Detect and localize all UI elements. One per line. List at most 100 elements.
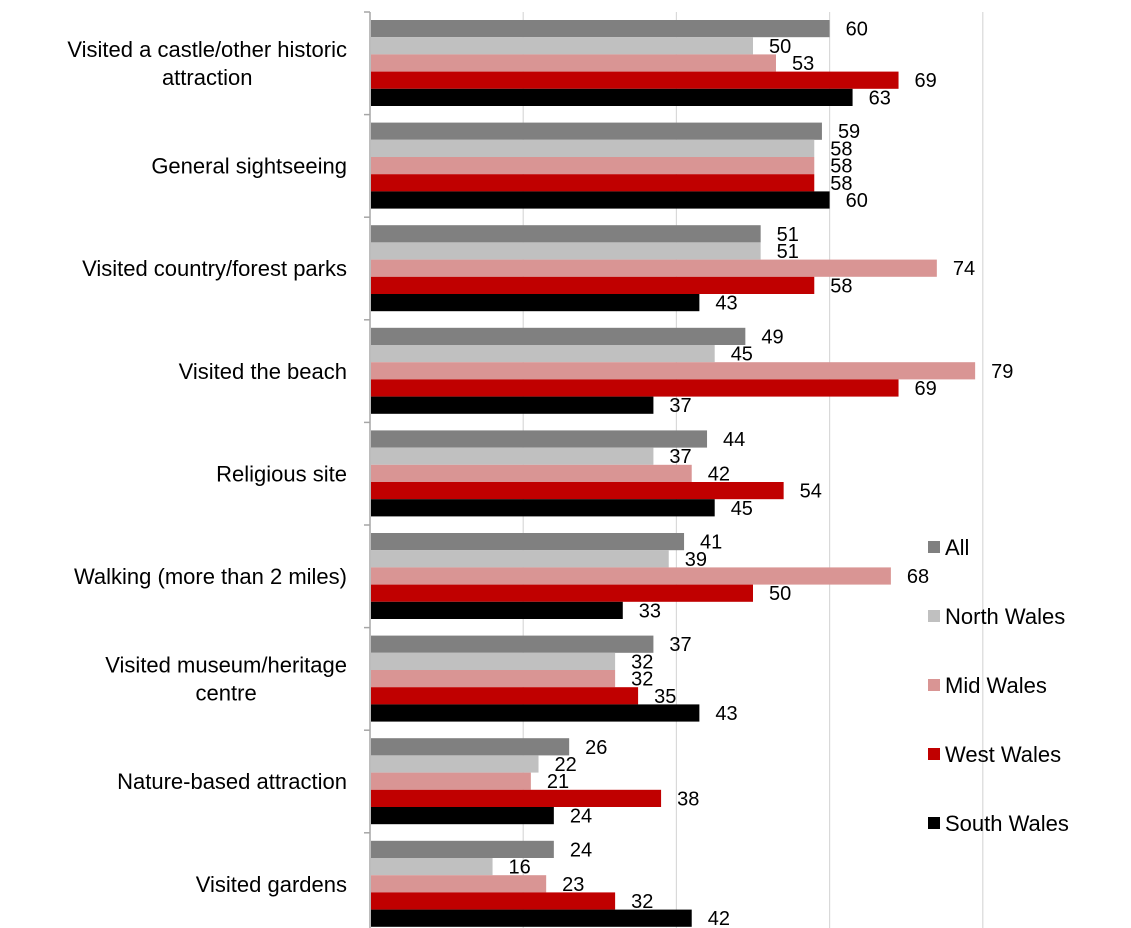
bar <box>371 840 554 858</box>
bar <box>371 157 815 175</box>
bar <box>371 858 493 876</box>
bar <box>371 533 685 551</box>
category-label: Visited museum/heritage <box>105 653 347 678</box>
category-label: Visited gardens <box>196 872 347 897</box>
bar <box>371 909 692 927</box>
bar <box>371 174 815 192</box>
bar <box>371 327 746 345</box>
data-label: 22 <box>555 754 577 776</box>
data-label: 32 <box>631 891 653 913</box>
data-label: 26 <box>585 737 607 759</box>
bar <box>371 772 531 790</box>
data-label: 32 <box>631 651 653 673</box>
data-label: 43 <box>715 293 737 315</box>
bar <box>371 294 700 312</box>
bar <box>371 88 853 106</box>
bar <box>371 345 715 363</box>
bars <box>371 20 976 927</box>
data-label: 45 <box>731 344 753 366</box>
category-axis <box>364 11 371 928</box>
bar <box>371 20 830 38</box>
data-label: 60 <box>846 190 868 212</box>
data-label: 74 <box>953 258 975 280</box>
bar <box>371 499 715 517</box>
bar <box>371 789 662 807</box>
data-label: 43 <box>715 703 737 725</box>
data-labels: 6050536963595858586051517458434945796937… <box>509 19 1014 928</box>
data-label: 37 <box>669 634 691 656</box>
legend-swatch <box>928 817 940 829</box>
data-label: 59 <box>838 121 860 143</box>
bar <box>371 37 753 55</box>
data-label: 35 <box>654 686 676 708</box>
data-label: 69 <box>915 70 937 92</box>
data-label: 44 <box>723 429 745 451</box>
bar <box>371 464 692 482</box>
category-label: attraction <box>162 65 253 90</box>
bar <box>371 738 570 756</box>
bar <box>371 259 937 277</box>
bar <box>371 567 891 585</box>
bar <box>371 670 616 688</box>
bar <box>371 635 654 653</box>
bar <box>371 652 616 670</box>
bar <box>371 139 815 157</box>
legend: All North Wales Mid Wales West Wales South W… <box>928 535 1069 836</box>
bar <box>371 396 654 414</box>
data-label: 23 <box>562 874 584 896</box>
bar <box>371 755 539 773</box>
category-label: General sightseeing <box>151 154 347 179</box>
category-label: Visited the beach <box>179 359 347 384</box>
data-label: 45 <box>731 498 753 520</box>
data-label: 58 <box>830 138 852 160</box>
bar <box>371 430 708 448</box>
bar <box>371 447 654 465</box>
data-label: 49 <box>761 326 783 348</box>
bar <box>371 550 669 568</box>
category-label: centre <box>196 681 257 706</box>
bar <box>371 362 976 380</box>
data-label: 37 <box>669 395 691 417</box>
bar <box>371 584 753 602</box>
data-label: 24 <box>570 806 592 828</box>
bar <box>371 601 623 619</box>
legend-label: North Wales <box>945 604 1065 629</box>
category-label: Visited country/forest parks <box>82 256 347 281</box>
data-label: 51 <box>777 224 799 246</box>
bar <box>371 687 639 705</box>
data-label: 42 <box>708 463 730 485</box>
bar <box>371 191 830 209</box>
bar <box>371 704 700 722</box>
bar <box>371 379 899 397</box>
legend-label: South Wales <box>945 811 1069 836</box>
bar <box>371 482 784 500</box>
bar <box>371 276 815 294</box>
bar <box>371 122 822 140</box>
data-label: 38 <box>677 788 699 810</box>
data-label: 32 <box>631 669 653 691</box>
bar <box>371 242 761 260</box>
category-label: Visited a castle/other historic <box>67 37 347 62</box>
bar <box>371 54 776 72</box>
data-label: 69 <box>915 378 937 400</box>
data-label: 60 <box>846 19 868 41</box>
data-label: 54 <box>800 481 822 503</box>
data-label: 42 <box>708 908 730 928</box>
bar <box>371 807 554 825</box>
bar <box>371 875 547 893</box>
data-label: 37 <box>669 446 691 468</box>
bar <box>371 225 761 243</box>
legend-label: All <box>945 535 969 560</box>
data-label: 41 <box>700 532 722 554</box>
bar <box>371 892 616 910</box>
data-label: 58 <box>830 275 852 297</box>
data-label: 16 <box>509 857 531 879</box>
category-label: Nature-based attraction <box>117 769 347 794</box>
data-label: 51 <box>777 241 799 263</box>
data-label: 53 <box>792 53 814 75</box>
data-label: 63 <box>869 87 891 109</box>
data-label: 33 <box>639 600 661 622</box>
legend-label: Mid Wales <box>945 673 1047 698</box>
category-label: Religious site <box>216 461 347 486</box>
